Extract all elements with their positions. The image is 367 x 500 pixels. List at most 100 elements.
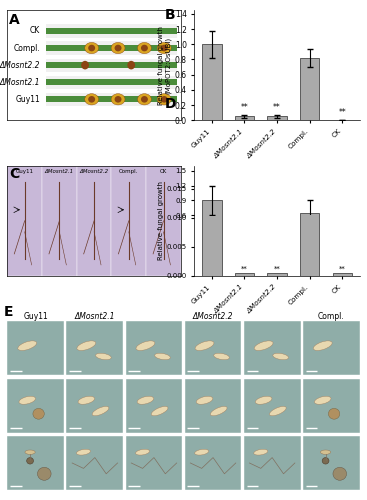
Ellipse shape	[135, 450, 150, 455]
Ellipse shape	[85, 42, 99, 54]
Text: ΔMosnt2.2: ΔMosnt2.2	[0, 60, 40, 70]
Ellipse shape	[269, 406, 286, 416]
Text: ΔMosnt2.1: ΔMosnt2.1	[0, 78, 40, 86]
Circle shape	[37, 468, 51, 480]
Bar	[112, 166, 146, 276]
Ellipse shape	[127, 61, 135, 70]
Bar	[46, 58, 177, 72]
Bar	[46, 76, 177, 89]
Title: ΔMosnt2.2: ΔMosnt2.2	[193, 312, 233, 320]
Text: **: **	[241, 266, 248, 272]
Ellipse shape	[76, 450, 91, 455]
Ellipse shape	[141, 44, 148, 52]
Circle shape	[333, 468, 346, 480]
Ellipse shape	[254, 341, 273, 350]
Text: ΔMosnt2.1: ΔMosnt2.1	[45, 169, 74, 174]
Ellipse shape	[111, 42, 125, 54]
Bar	[235, 273, 254, 276]
Circle shape	[322, 458, 329, 464]
Bar	[146, 166, 181, 276]
Ellipse shape	[161, 44, 168, 52]
Circle shape	[27, 458, 33, 464]
Ellipse shape	[138, 42, 151, 54]
Text: Compl.: Compl.	[14, 44, 40, 52]
Ellipse shape	[320, 450, 331, 454]
Text: **: **	[273, 103, 281, 112]
Text: CK: CK	[160, 169, 167, 174]
Bar	[267, 273, 287, 276]
Bar	[46, 62, 177, 68]
Text: A: A	[9, 14, 20, 28]
Bar	[46, 96, 177, 102]
Ellipse shape	[137, 396, 154, 404]
Bar	[46, 28, 177, 34]
Title: ΔMosnt2.1: ΔMosnt2.1	[75, 312, 115, 320]
Text: D: D	[165, 98, 176, 112]
Text: C: C	[9, 167, 19, 181]
Ellipse shape	[195, 341, 214, 350]
Text: **: **	[240, 103, 248, 112]
Ellipse shape	[85, 94, 99, 105]
Ellipse shape	[255, 396, 272, 404]
Text: ΔMosnt2.2: ΔMosnt2.2	[80, 169, 109, 174]
Ellipse shape	[81, 61, 89, 70]
Bar	[202, 189, 222, 276]
Ellipse shape	[78, 396, 95, 404]
Ellipse shape	[196, 396, 213, 404]
Text: Guy11: Guy11	[16, 169, 34, 174]
Ellipse shape	[88, 44, 95, 52]
Ellipse shape	[214, 354, 229, 360]
Ellipse shape	[136, 341, 155, 350]
Y-axis label: Relative fungal growth: Relative fungal growth	[158, 182, 164, 260]
Bar	[46, 92, 177, 106]
Ellipse shape	[273, 354, 288, 360]
Bar	[202, 44, 222, 120]
Title: Guy11: Guy11	[23, 312, 48, 320]
Ellipse shape	[210, 406, 227, 416]
Text: Guy11: Guy11	[15, 95, 40, 104]
Y-axis label: Relative fungal growth
(MoPOT2:OsUBI): Relative fungal growth (MoPOT2:OsUBI)	[159, 26, 172, 104]
Bar	[333, 273, 352, 276]
Text: CK: CK	[30, 26, 40, 36]
Ellipse shape	[151, 406, 168, 416]
Bar	[46, 24, 177, 38]
Bar	[300, 58, 320, 120]
Ellipse shape	[25, 450, 35, 454]
Title: Compl.: Compl.	[318, 312, 345, 320]
Circle shape	[328, 408, 340, 419]
Ellipse shape	[77, 341, 96, 350]
Ellipse shape	[315, 396, 331, 404]
Ellipse shape	[115, 96, 121, 102]
Ellipse shape	[111, 94, 125, 105]
Bar	[46, 42, 177, 54]
Ellipse shape	[19, 396, 36, 404]
Ellipse shape	[92, 406, 109, 416]
Ellipse shape	[155, 354, 170, 360]
Ellipse shape	[95, 354, 111, 360]
Text: E: E	[4, 305, 13, 319]
Bar	[235, 116, 254, 120]
Text: Compl.: Compl.	[119, 169, 138, 174]
Ellipse shape	[138, 94, 151, 105]
Bar	[300, 206, 320, 276]
Ellipse shape	[141, 96, 148, 102]
Ellipse shape	[157, 42, 171, 54]
Bar	[42, 166, 77, 276]
Bar	[7, 166, 42, 276]
Ellipse shape	[157, 94, 171, 105]
Ellipse shape	[161, 96, 168, 102]
Bar	[46, 45, 177, 51]
Text: **: **	[274, 266, 280, 272]
Ellipse shape	[313, 341, 332, 350]
Ellipse shape	[254, 450, 268, 455]
Ellipse shape	[18, 341, 37, 350]
Ellipse shape	[195, 450, 209, 455]
Text: B: B	[165, 8, 175, 22]
Bar	[77, 166, 112, 276]
Ellipse shape	[88, 96, 95, 102]
Bar	[46, 80, 177, 85]
Circle shape	[33, 408, 44, 419]
Text: **: **	[338, 108, 346, 117]
Text: **: **	[339, 266, 346, 272]
Ellipse shape	[115, 44, 121, 52]
